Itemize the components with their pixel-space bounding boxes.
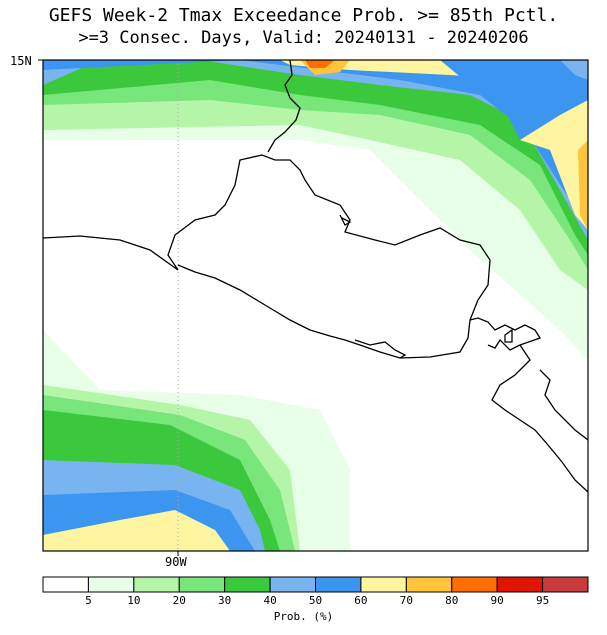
chart-title: GEFS Week-2 Tmax Exceedance Prob. >= 85t…	[48, 5, 559, 26]
map-frame	[42, 59, 589, 552]
latitude-label: 15N	[10, 54, 32, 68]
shaded-probability-field	[43, 60, 588, 551]
colorbar-units-label: Prob. (%)	[273, 610, 334, 623]
longitude-label: 90W	[165, 555, 187, 569]
coastline	[43, 60, 588, 493]
chart-subtitle: >=3 Consec. Days, Valid: 20240131 - 2024…	[78, 28, 529, 48]
